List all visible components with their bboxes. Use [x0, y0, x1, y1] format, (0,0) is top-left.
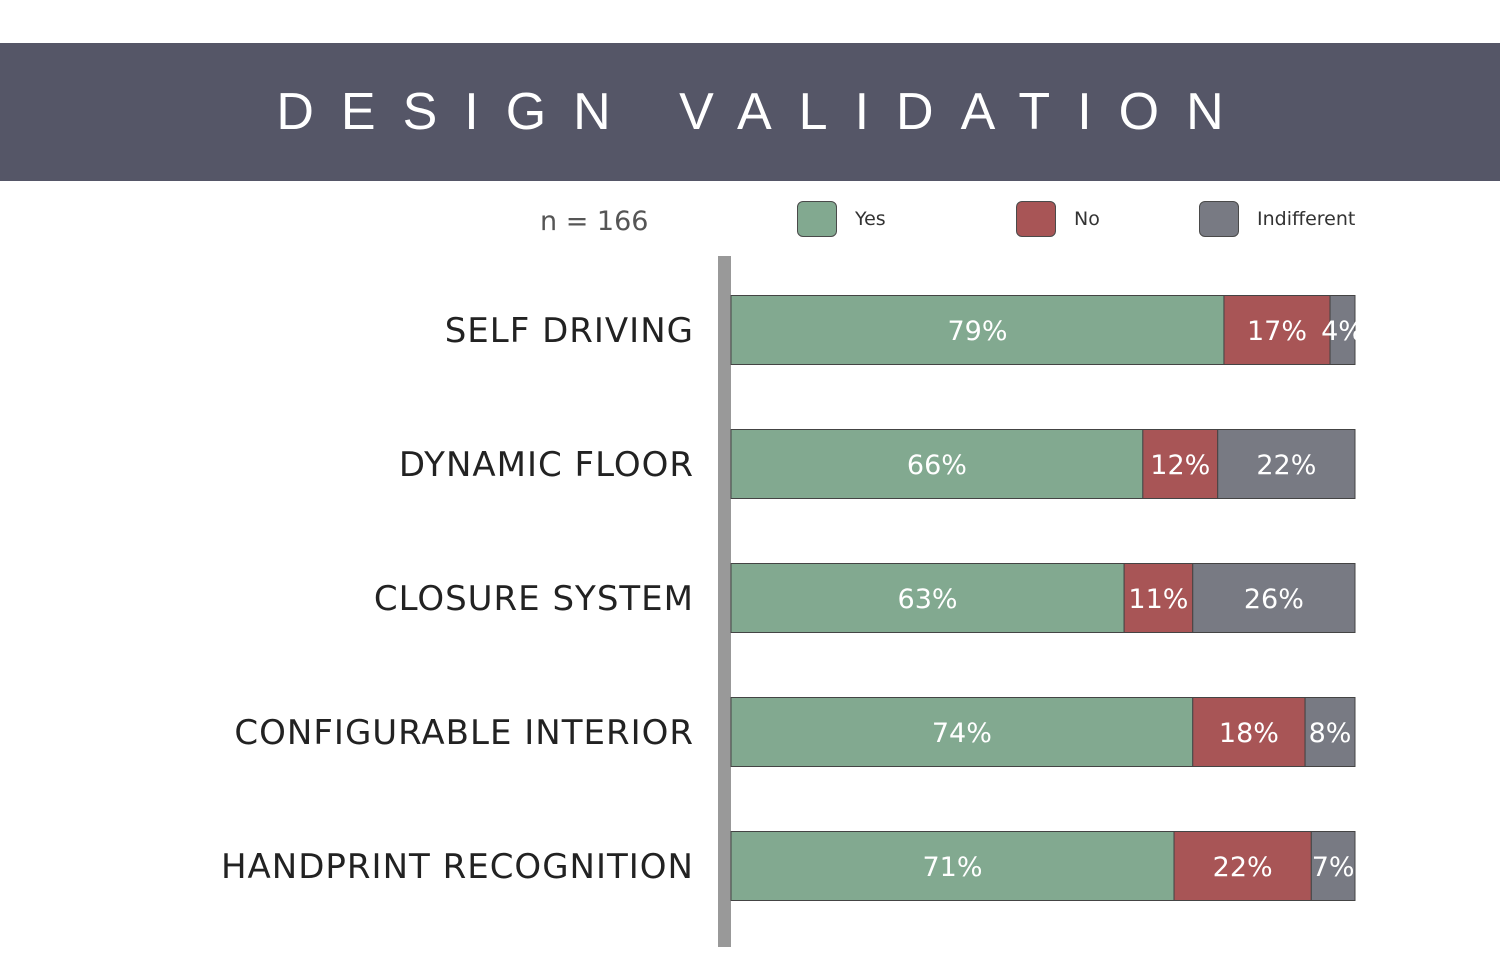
- bar-segment-no-dynamic-floor: [1142, 429, 1219, 499]
- legend-label-indifferent: Indifferent: [1257, 208, 1356, 230]
- sample-size-label: n = 166: [540, 206, 649, 237]
- bar-segment-indifferent-configurable-interior: [1304, 697, 1356, 767]
- data-label-indifferent-self-driving: 4%: [1321, 316, 1364, 347]
- category-label-self-driving: SELF DRIVING: [445, 311, 694, 351]
- data-label-yes-self-driving: 79%: [947, 316, 1007, 347]
- data-label-yes-dynamic-floor: 66%: [907, 450, 967, 481]
- data-label-yes-handprint-recognition: 71%: [923, 852, 983, 883]
- data-label-indifferent-dynamic-floor: 22%: [1256, 450, 1316, 481]
- bar-segment-indifferent-dynamic-floor: [1217, 429, 1356, 499]
- legend-swatch-yes: [797, 201, 837, 237]
- category-label-dynamic-floor: DYNAMIC FLOOR: [399, 445, 694, 485]
- data-label-no-self-driving: 17%: [1247, 316, 1307, 347]
- bar-segment-yes-configurable-interior: [730, 697, 1194, 767]
- legend-swatch-indifferent: [1199, 201, 1239, 237]
- chart-axis-line: [718, 256, 731, 947]
- data-label-yes-closure-system: 63%: [898, 584, 958, 615]
- category-label-closure-system: CLOSURE SYSTEM: [374, 579, 694, 619]
- bar-segment-indifferent-handprint-recognition: [1310, 831, 1356, 901]
- data-label-no-configurable-interior: 18%: [1219, 718, 1279, 749]
- legend-item-no: No: [1016, 199, 1100, 239]
- data-label-indifferent-configurable-interior: 8%: [1309, 718, 1352, 749]
- bar-segment-no-configurable-interior: [1192, 697, 1306, 767]
- bar-segment-yes-handprint-recognition: [730, 831, 1175, 901]
- legend-label-no: No: [1074, 208, 1100, 230]
- data-label-no-dynamic-floor: 12%: [1150, 450, 1210, 481]
- header-band: DESIGN VALIDATION: [0, 43, 1500, 181]
- bar-segment-yes-closure-system: [730, 563, 1125, 633]
- bar-segment-no-self-driving: [1223, 295, 1331, 365]
- bar-segment-yes-dynamic-floor: [730, 429, 1144, 499]
- data-label-indifferent-closure-system: 26%: [1244, 584, 1304, 615]
- legend-label-yes: Yes: [855, 208, 886, 230]
- category-label-handprint-recognition: HANDPRINT RECOGNITION: [221, 847, 694, 887]
- bar-segment-no-handprint-recognition: [1173, 831, 1312, 901]
- data-label-yes-configurable-interior: 74%: [932, 718, 992, 749]
- legend-item-yes: Yes: [797, 199, 886, 239]
- bar-segment-indifferent-closure-system: [1192, 563, 1356, 633]
- bar-segment-no-closure-system: [1123, 563, 1194, 633]
- legend-item-indifferent: Indifferent: [1199, 199, 1355, 239]
- page-title: DESIGN VALIDATION: [276, 83, 1251, 141]
- data-label-indifferent-handprint-recognition: 7%: [1312, 852, 1355, 883]
- category-label-configurable-interior: CONFIGURABLE INTERIOR: [234, 713, 694, 753]
- data-label-no-handprint-recognition: 22%: [1213, 852, 1273, 883]
- legend-swatch-no: [1016, 201, 1056, 237]
- bar-segment-indifferent-self-driving: [1329, 295, 1356, 365]
- bars-group: SELF DRIVING 79% 17% 4% DYNAMIC FLOOR 66% 12% 2…: [221, 295, 1364, 901]
- data-label-no-closure-system: 11%: [1128, 584, 1188, 615]
